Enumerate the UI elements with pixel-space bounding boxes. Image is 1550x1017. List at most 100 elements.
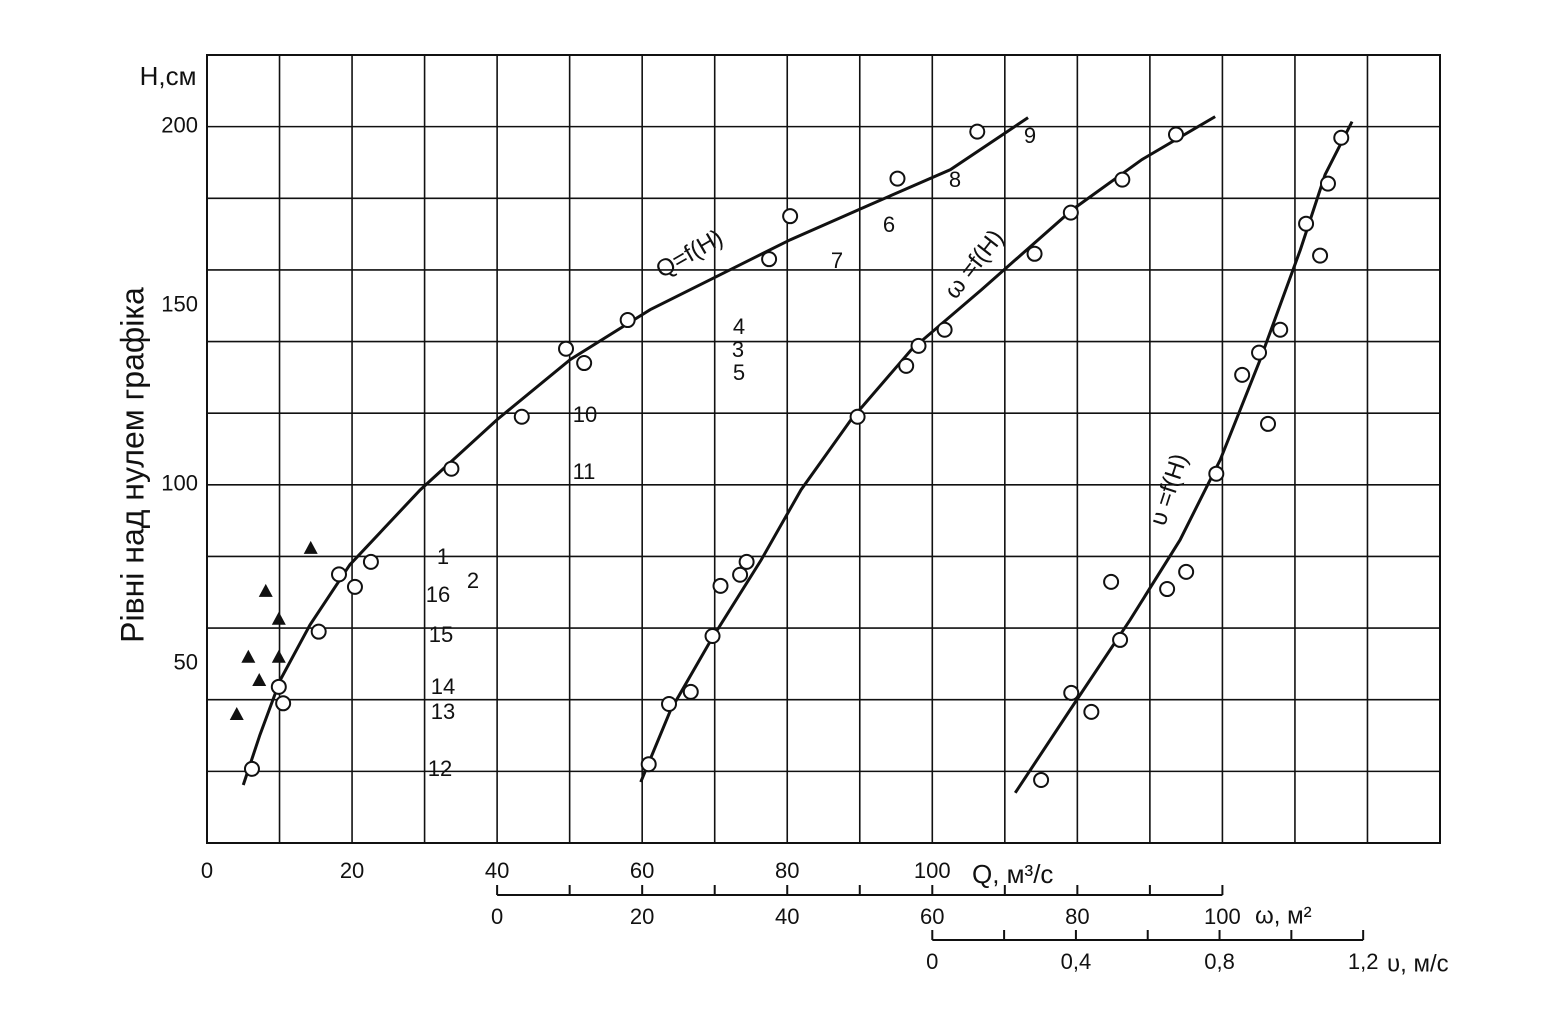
point: [346, 578, 363, 595]
triangle-point: [271, 649, 286, 663]
point: [969, 123, 986, 140]
point: [704, 627, 721, 644]
point-annotation: 5: [733, 360, 745, 385]
point: [1319, 175, 1336, 192]
x2-tick-label: 100: [1204, 904, 1241, 929]
point: [898, 357, 915, 374]
y-axis-title: Рівні над нулем графіка: [114, 287, 150, 643]
point: [761, 251, 778, 268]
point: [513, 408, 530, 425]
x3-tick-label: 0,8: [1204, 949, 1235, 974]
point-annotation: 14: [431, 674, 455, 699]
point-annotation: 9: [1024, 123, 1036, 148]
point: [362, 553, 379, 570]
point: [732, 566, 749, 583]
x2-tick-label: 60: [920, 904, 944, 929]
point: [1026, 245, 1043, 262]
point: [640, 756, 657, 773]
y-tick-label: 100: [161, 471, 198, 496]
point: [270, 678, 287, 695]
point: [1033, 771, 1050, 788]
point: [1112, 631, 1129, 648]
point: [782, 208, 799, 225]
triangle-point: [241, 649, 256, 663]
point: [1298, 215, 1315, 232]
point-annotation: 11: [573, 459, 596, 484]
point-annotation: 6: [883, 212, 895, 237]
point-annotation: 1: [437, 544, 449, 569]
y-tick-label: 50: [174, 650, 198, 675]
x-tick-label: 80: [775, 858, 799, 883]
y-tick-label: 150: [161, 292, 198, 317]
x3-tick-label: 0: [926, 949, 938, 974]
point-annotation: 4: [733, 314, 745, 339]
point: [576, 355, 593, 372]
point: [443, 460, 460, 477]
x2-tick-label: 20: [630, 904, 654, 929]
point: [936, 321, 953, 338]
y-unit: H,см: [140, 61, 197, 91]
x3-tick-label: 1,2: [1348, 949, 1379, 974]
point: [661, 696, 678, 713]
curve: [1013, 120, 1354, 794]
x2-tick-label: 0: [491, 904, 503, 929]
x2-axis-title: ω, м²: [1255, 902, 1312, 929]
point-annotation: 3: [732, 337, 744, 362]
point: [1178, 563, 1195, 580]
point: [1114, 171, 1131, 188]
point: [1159, 581, 1176, 598]
point: [310, 623, 327, 640]
point: [1272, 321, 1289, 338]
point: [1083, 703, 1100, 720]
triangle-point: [258, 583, 273, 597]
x-tick-label: 0: [201, 858, 213, 883]
point: [619, 312, 636, 329]
point-annotation: 16: [426, 582, 450, 607]
point: [849, 408, 866, 425]
point-annotation: 12: [428, 756, 452, 781]
curve: [241, 116, 1029, 786]
point: [1063, 684, 1080, 701]
x2-tick-label: 40: [775, 904, 799, 929]
point: [889, 170, 906, 187]
triangle-point: [271, 611, 286, 625]
x-tick-label: 40: [485, 858, 509, 883]
point: [1260, 415, 1277, 432]
point-annotation: 8: [949, 167, 961, 192]
x-tick-label: 20: [340, 858, 364, 883]
plot-frame: [206, 54, 1441, 844]
point: [1103, 573, 1120, 590]
x3-axis-title: υ, м/с: [1387, 950, 1449, 977]
x-tick-label: 60: [630, 858, 654, 883]
point: [682, 683, 699, 700]
x3-tick-label: 0,4: [1061, 949, 1092, 974]
point: [1312, 247, 1329, 264]
point: [1167, 126, 1184, 143]
curve-label: Q=f(H): [651, 224, 727, 284]
point-annotation: 7: [831, 248, 843, 273]
point: [558, 340, 575, 357]
point: [1251, 344, 1268, 361]
point: [275, 695, 292, 712]
point: [243, 760, 260, 777]
x2-tick-label: 80: [1065, 904, 1089, 929]
point-annotation: 10: [573, 402, 597, 427]
triangle-point: [229, 707, 244, 721]
point: [1208, 465, 1225, 482]
x-tick-label: 100: [914, 858, 951, 883]
point: [712, 577, 729, 594]
point-annotation: 2: [467, 568, 479, 593]
curve-label: υ =f(H): [1145, 450, 1193, 529]
point: [910, 337, 927, 354]
point-annotation: 13: [431, 699, 455, 724]
curve: [639, 115, 1216, 783]
point-annotation: 15: [429, 622, 453, 647]
curve-label: ω =f(H): [939, 225, 1009, 304]
triangle-point: [252, 673, 267, 687]
triangle-point: [303, 540, 318, 554]
x-axis-title: Q, м³/с: [972, 859, 1053, 889]
point: [1234, 366, 1251, 383]
point: [1062, 204, 1079, 221]
